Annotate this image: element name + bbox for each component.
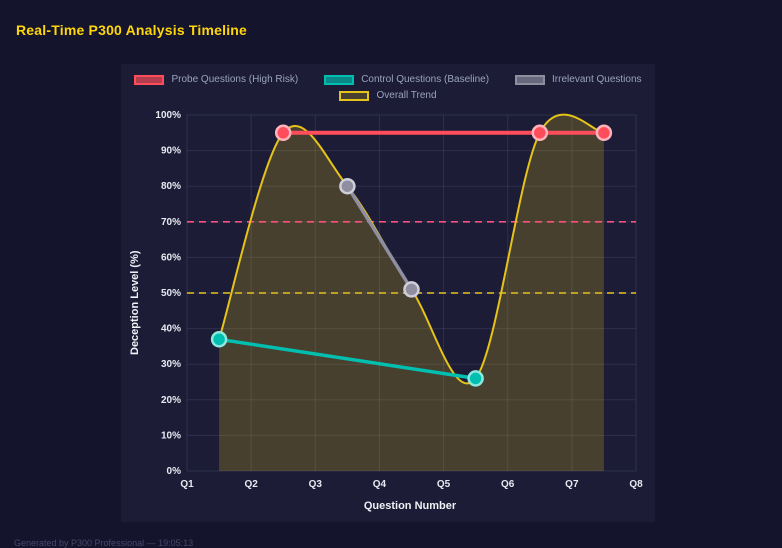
legend-item[interactable]: Probe Questions (High Risk): [134, 74, 298, 85]
series-line: [345, 184, 414, 292]
x-tick-label: Q4: [373, 479, 387, 490]
y-tick-label: 50%: [161, 288, 181, 299]
chart-legend: Probe Questions (High Risk) Control Quest…: [127, 74, 649, 101]
legend-label: Probe Questions (High Risk): [171, 74, 299, 85]
x-tick-label: Q8: [629, 479, 643, 490]
data-point[interactable]: [467, 370, 484, 387]
plot-area: Q1 Q2 Q3 Q4 Q5 Q6 Q7 Q8 0% 10% 20% 30% 40% 50% 60% 70% 8…: [155, 110, 643, 490]
legend-swatch-icon: [339, 90, 370, 101]
data-point[interactable]: [274, 124, 292, 142]
data-point[interactable]: [595, 124, 613, 142]
series-line: [217, 337, 478, 381]
legend-swatch-icon: [515, 74, 546, 85]
legend-item[interactable]: Overall Trend: [339, 90, 437, 101]
x-tick-label: Q6: [501, 479, 515, 490]
chart-panel: Probe Questions (High Risk) Control Quest…: [121, 64, 655, 522]
y-tick-label: 40%: [161, 324, 181, 335]
legend-swatch-icon: [134, 74, 165, 85]
x-tick-label: Q3: [309, 479, 323, 490]
legend-label: Overall Trend: [376, 90, 437, 101]
y-tick-label: 100%: [155, 110, 181, 121]
x-axis-title: Question Number: [363, 500, 457, 512]
page-title: Real-Time P300 Analysis Timeline: [16, 22, 248, 38]
legend-swatch-icon: [324, 74, 355, 85]
y-tick-label: 70%: [161, 217, 181, 228]
y-tick-label: 0%: [167, 466, 182, 477]
data-point[interactable]: [403, 281, 420, 298]
y-tick-label: 10%: [161, 430, 181, 441]
legend-row-2: Overall Trend: [339, 90, 437, 101]
y-tick-label: 60%: [161, 252, 181, 263]
x-tick-label: Q7: [565, 479, 579, 490]
legend-label: Irrelevant Questions: [552, 74, 642, 85]
y-tick-label: 80%: [161, 181, 181, 192]
legend-row-1: Probe Questions (High Risk) Control Quest…: [134, 74, 642, 85]
x-tick-label: Q1: [180, 479, 194, 490]
y-tick-label: 20%: [161, 395, 181, 406]
y-axis-title: Deception Level (%): [129, 250, 141, 356]
data-point[interactable]: [339, 177, 356, 195]
legend-label: Control Questions (Baseline): [361, 74, 490, 85]
x-tick-label: Q2: [244, 479, 258, 490]
y-tick-label: 30%: [161, 359, 181, 370]
footer-note: Generated by P300 Professional — 19:05:1…: [14, 538, 194, 548]
legend-item[interactable]: Irrelevant Questions: [515, 74, 642, 85]
data-point[interactable]: [210, 331, 228, 348]
data-point[interactable]: [531, 124, 549, 142]
chart-body: Deception Level (%) Q1 Q2 Q3 Q4 Q5 Q6 Q7 Q8 0% 10…: [127, 107, 649, 499]
x-tick-label: Q5: [437, 479, 451, 490]
legend-item[interactable]: Control Questions (Baseline): [324, 74, 489, 85]
y-tick-label: 90%: [161, 146, 181, 157]
